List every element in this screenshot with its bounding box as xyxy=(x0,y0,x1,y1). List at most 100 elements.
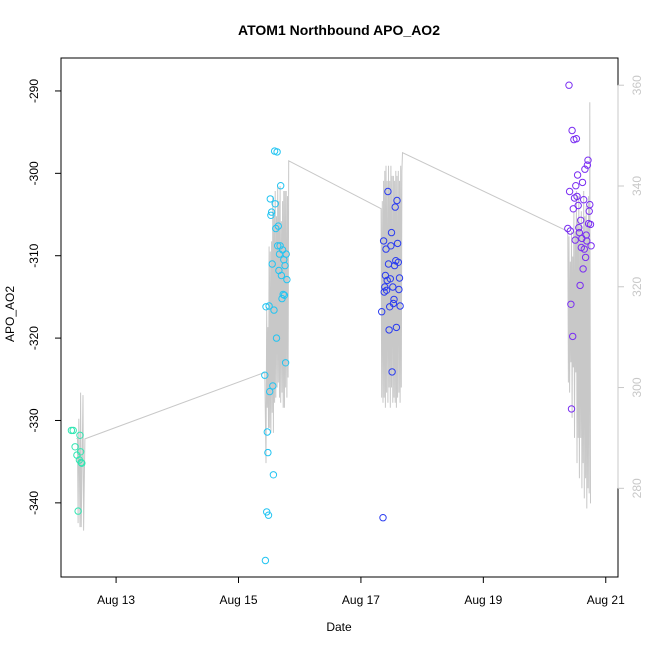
data-point xyxy=(269,471,278,479)
data-point xyxy=(261,371,269,379)
x-tick-label: Aug 19 xyxy=(464,593,502,607)
data-point xyxy=(385,326,393,334)
x-tick-label: Aug 17 xyxy=(342,593,380,607)
data-point xyxy=(261,556,270,565)
data-point xyxy=(264,448,272,457)
data-point xyxy=(572,182,580,190)
data-point xyxy=(586,200,594,209)
data-point xyxy=(576,281,584,290)
data-point xyxy=(273,148,281,156)
data-point xyxy=(565,187,574,196)
data-point xyxy=(392,323,401,332)
data-point xyxy=(266,195,274,203)
data-point xyxy=(69,426,77,435)
data-point xyxy=(267,211,275,220)
data-point xyxy=(77,458,85,467)
data-point xyxy=(270,306,278,314)
data-point xyxy=(567,405,576,413)
data-point xyxy=(379,514,387,522)
data-point xyxy=(378,308,386,316)
data-point xyxy=(78,459,86,467)
data-point xyxy=(269,382,277,390)
data-point xyxy=(569,205,577,213)
y2-tick-label: 340 xyxy=(630,176,644,196)
data-point xyxy=(389,283,397,291)
data-point xyxy=(281,359,290,367)
y2-tick-label: 280 xyxy=(630,478,644,498)
y-tick-label: -320 xyxy=(27,326,41,350)
data-point xyxy=(582,231,590,239)
data-point xyxy=(272,224,280,233)
data-point xyxy=(575,224,583,232)
x-tick-label: Aug 13 xyxy=(97,593,135,607)
data-point xyxy=(71,443,79,451)
y2-tick-label: 360 xyxy=(630,75,644,95)
data-point xyxy=(396,302,404,310)
data-point xyxy=(564,224,572,233)
data-point xyxy=(279,290,287,299)
data-point xyxy=(384,187,392,196)
data-point xyxy=(271,200,279,208)
data-point xyxy=(569,332,577,341)
data-point xyxy=(388,368,396,376)
data-point xyxy=(274,222,282,230)
data-point xyxy=(573,171,582,179)
data-point xyxy=(379,237,388,245)
data-point xyxy=(276,242,284,250)
data-point xyxy=(587,242,595,250)
data-point xyxy=(382,286,391,294)
data-point xyxy=(568,126,576,135)
data-point xyxy=(393,239,402,248)
y-tick-label: -290 xyxy=(27,79,41,103)
y-tick-label: -340 xyxy=(27,491,41,515)
data-point xyxy=(395,285,403,294)
chart-title: ATOM1 Northbound APO_AO2 xyxy=(238,22,440,38)
data-point xyxy=(280,291,289,299)
data-point xyxy=(390,295,398,304)
data-point xyxy=(265,302,273,310)
data-point xyxy=(262,303,270,311)
data-point xyxy=(578,178,587,187)
data-point xyxy=(567,300,575,308)
data-point xyxy=(566,227,574,235)
data-point xyxy=(274,242,282,250)
data-point xyxy=(389,299,398,308)
data-point xyxy=(394,258,402,266)
data-point xyxy=(272,334,281,342)
data-point xyxy=(266,387,274,396)
data-point xyxy=(387,242,395,250)
data-point xyxy=(393,196,401,205)
x-axis-label: Date xyxy=(326,620,352,634)
data-point xyxy=(263,428,271,436)
data-point xyxy=(573,192,581,201)
data-point xyxy=(386,275,394,283)
data-point xyxy=(572,135,581,143)
data-point xyxy=(281,261,289,270)
y-tick-label: -310 xyxy=(27,243,41,267)
data-point xyxy=(580,196,588,204)
data-point xyxy=(282,250,290,258)
data-point xyxy=(574,201,582,210)
data-point xyxy=(387,228,396,237)
data-point xyxy=(277,271,286,280)
x-tick-label: Aug 21 xyxy=(587,593,625,607)
secondary-series-line xyxy=(76,102,591,531)
y-tick-label: -300 xyxy=(27,161,41,185)
y-tick-label: -330 xyxy=(27,408,41,432)
y2-tick-label: 320 xyxy=(630,276,644,296)
plot-area: Aug 13 Aug 15 Aug 17 Aug 19 Aug 21 -340 -330 -3… xyxy=(27,57,644,607)
data-point xyxy=(581,253,590,262)
y-axis-label: APO_AO2 xyxy=(3,286,17,342)
data-point xyxy=(583,161,592,169)
data-point xyxy=(579,265,587,273)
x-tick-label: Aug 15 xyxy=(219,593,257,607)
data-point xyxy=(583,237,591,245)
data-point xyxy=(268,260,276,268)
data-point xyxy=(577,216,585,225)
y2-tick-label: 300 xyxy=(630,377,644,397)
data-point xyxy=(267,208,276,216)
data-point xyxy=(586,220,595,229)
data-point xyxy=(278,246,287,254)
